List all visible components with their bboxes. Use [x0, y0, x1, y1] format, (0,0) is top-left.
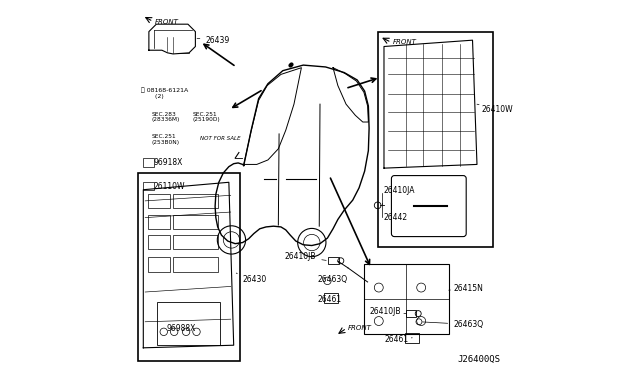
- Bar: [173, 194, 218, 208]
- Text: 96918X: 96918X: [154, 158, 182, 167]
- Bar: [148, 257, 170, 272]
- Bar: [148, 235, 170, 249]
- Bar: [138, 173, 240, 361]
- Text: 26439: 26439: [197, 36, 230, 45]
- Text: 26461: 26461: [385, 335, 412, 344]
- Bar: [148, 215, 170, 229]
- Text: 26461: 26461: [317, 295, 341, 304]
- Bar: [143, 182, 154, 190]
- Text: NOT FOR SALE: NOT FOR SALE: [200, 136, 241, 141]
- Text: FRONT: FRONT: [348, 325, 372, 331]
- Text: (28336M): (28336M): [152, 117, 180, 122]
- Bar: [173, 215, 218, 229]
- Bar: [328, 257, 339, 264]
- Bar: [148, 194, 170, 208]
- Text: 26442: 26442: [384, 213, 408, 222]
- Text: 26410W: 26410W: [477, 104, 513, 114]
- Bar: [143, 158, 154, 167]
- Text: SEC.251: SEC.251: [193, 112, 218, 117]
- Text: 26463Q: 26463Q: [317, 275, 347, 284]
- Text: 26410JB: 26410JB: [369, 307, 406, 316]
- Text: SEC.251: SEC.251: [152, 134, 177, 140]
- Bar: [157, 302, 220, 345]
- Text: (253B0N): (253B0N): [152, 140, 180, 145]
- Bar: [324, 293, 338, 303]
- Text: Ⓑ 08168-6121A
       (2): Ⓑ 08168-6121A (2): [141, 87, 188, 99]
- Text: 26463Q: 26463Q: [422, 320, 483, 329]
- Text: FRONT: FRONT: [154, 19, 179, 25]
- Bar: [173, 235, 218, 249]
- Bar: [364, 264, 449, 334]
- Text: 26410JA: 26410JA: [384, 186, 415, 195]
- Text: 96988X: 96988X: [167, 324, 196, 333]
- Text: 26110W: 26110W: [154, 182, 185, 191]
- Text: 26410JB: 26410JB: [285, 252, 326, 261]
- Text: J26400QS: J26400QS: [458, 355, 500, 364]
- Text: (25190D): (25190D): [193, 117, 221, 122]
- Text: 26415N: 26415N: [449, 284, 483, 293]
- Text: 26430: 26430: [236, 273, 267, 283]
- Bar: [378, 32, 493, 247]
- Bar: [405, 333, 419, 343]
- Text: SEC.283: SEC.283: [152, 112, 177, 117]
- Bar: [406, 310, 416, 317]
- Bar: [173, 257, 218, 272]
- Text: FRONT: FRONT: [392, 39, 417, 45]
